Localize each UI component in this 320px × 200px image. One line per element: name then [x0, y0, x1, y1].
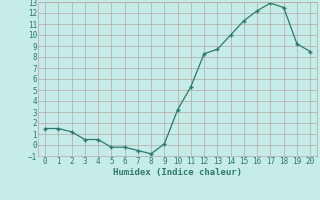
- X-axis label: Humidex (Indice chaleur): Humidex (Indice chaleur): [113, 168, 242, 177]
